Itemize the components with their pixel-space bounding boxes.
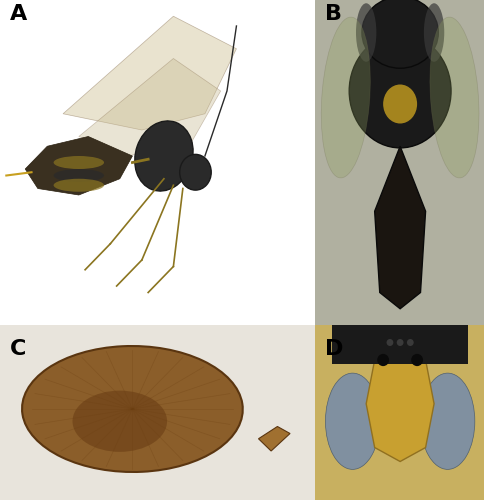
Ellipse shape [320,17,370,178]
Text: B: B [324,4,341,24]
Ellipse shape [423,3,443,62]
Polygon shape [25,136,132,195]
Text: D: D [324,339,343,359]
Ellipse shape [410,354,422,366]
Ellipse shape [377,354,388,366]
Ellipse shape [73,390,166,452]
Ellipse shape [135,121,193,191]
Ellipse shape [348,34,450,148]
Ellipse shape [420,373,474,470]
Polygon shape [63,16,236,130]
Ellipse shape [429,17,478,178]
Polygon shape [258,426,289,451]
Bar [332,320,467,364]
Polygon shape [78,58,220,156]
Text: A: A [10,4,27,24]
Ellipse shape [53,179,104,192]
Ellipse shape [361,0,438,68]
Ellipse shape [386,339,393,346]
Ellipse shape [53,156,104,169]
Ellipse shape [325,373,379,470]
Ellipse shape [406,339,413,346]
Ellipse shape [396,339,403,346]
Ellipse shape [382,84,416,124]
Ellipse shape [355,3,376,62]
Polygon shape [374,146,425,308]
Text: C: C [10,339,26,359]
Ellipse shape [53,169,104,182]
Ellipse shape [22,346,242,472]
Polygon shape [365,360,433,462]
Ellipse shape [179,154,211,190]
